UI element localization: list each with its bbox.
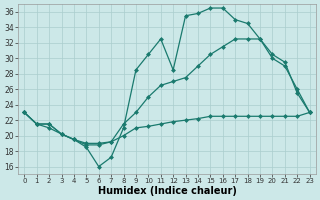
X-axis label: Humidex (Indice chaleur): Humidex (Indice chaleur) [98,186,236,196]
